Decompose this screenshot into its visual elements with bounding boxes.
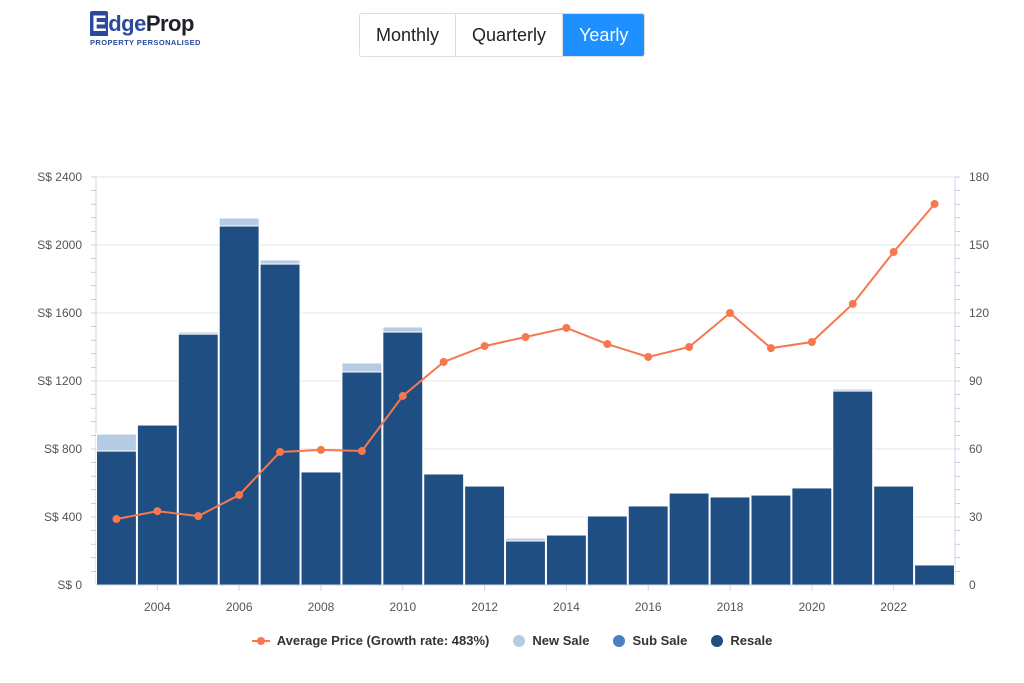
bar-new-sale	[832, 388, 874, 392]
average-price-point	[562, 323, 571, 332]
x-tick-label: 2014	[553, 600, 580, 614]
bar-new-sale	[177, 331, 219, 335]
bar-resale	[505, 540, 546, 586]
average-price-point	[276, 447, 285, 456]
logo-dge: dge	[108, 11, 146, 36]
left-tick-label: S$ 1600	[37, 306, 82, 320]
right-tick-label: 120	[969, 306, 989, 320]
x-tick-label: 2010	[389, 600, 416, 614]
tab-yearly[interactable]: Yearly	[563, 14, 645, 56]
average-price-point	[398, 391, 407, 400]
legend-label: New Sale	[532, 633, 590, 648]
right-tick-label: 90	[969, 374, 983, 388]
left-tick-label: S$ 2400	[37, 170, 82, 184]
legend-label: Average Price (Growth rate: 483%)	[276, 633, 490, 648]
bar-resale	[832, 390, 874, 586]
line-marker-icon	[251, 636, 270, 645]
bar-resale	[873, 485, 915, 586]
average-price-point	[480, 342, 489, 351]
bar-new-sale	[259, 259, 301, 265]
bar-resale	[709, 496, 751, 586]
period-toggle: Monthly Quarterly Yearly	[359, 13, 646, 57]
logo-tagline: PROPERTY PERSONALISED	[90, 38, 201, 47]
logo-prop: Prop	[145, 11, 195, 36]
average-price-point	[439, 357, 448, 366]
average-price-point	[848, 299, 857, 308]
left-tick-label: S$ 2000	[37, 238, 82, 252]
x-tick-label: 2012	[471, 600, 498, 614]
bar-resale	[259, 263, 301, 586]
average-price-point	[521, 333, 530, 342]
x-tick-label: 2022	[880, 600, 907, 614]
legend-sub-sale[interactable]: Sub Sale	[613, 633, 687, 648]
bar-resale	[464, 485, 506, 586]
right-tick-label: 30	[969, 510, 983, 524]
dot-icon	[513, 634, 526, 647]
x-tick-label: 2018	[717, 600, 744, 614]
average-price-point	[316, 445, 325, 454]
bar-resale	[423, 473, 465, 586]
bar-resale	[218, 225, 260, 586]
average-price-point	[766, 344, 775, 353]
bar-resale	[914, 564, 955, 586]
average-price-point	[930, 199, 939, 208]
bar-new-sale	[218, 217, 260, 227]
dot-icon	[613, 634, 626, 647]
average-price-point	[889, 248, 898, 257]
x-tick-label: 2004	[144, 600, 171, 614]
left-tick-label: S$ 1200	[37, 374, 82, 388]
average-price-point	[726, 309, 735, 317]
logo-e: E	[90, 11, 109, 36]
right-tick-label: 180	[969, 170, 989, 184]
x-tick-label: 2006	[226, 600, 253, 614]
x-tick-label: 2020	[798, 600, 825, 614]
bar-resale	[668, 492, 710, 586]
tab-monthly[interactable]: Monthly	[360, 14, 457, 56]
tab-quarterly[interactable]: Quarterly	[456, 14, 564, 56]
bar-resale	[627, 505, 669, 586]
left-tick-label: S$ 0	[57, 578, 82, 592]
average-price-point	[603, 340, 612, 349]
x-tick-label: 2008	[308, 600, 335, 614]
edgeprop-logo[interactable]: EdgeProp PROPERTY PERSONALISED	[90, 11, 201, 47]
legend-new-sale[interactable]: New Sale	[513, 633, 589, 648]
average-price-point	[357, 447, 366, 456]
dot-icon	[711, 634, 724, 647]
average-price-point	[685, 343, 694, 351]
bar-resale	[750, 494, 792, 586]
right-tick-label: 150	[969, 238, 989, 252]
bar-resale	[300, 471, 342, 586]
average-price-point	[153, 507, 162, 516]
right-tick-label: 60	[969, 442, 983, 456]
average-price-point	[644, 352, 653, 361]
bar-resale	[136, 424, 178, 586]
bar-resale	[382, 331, 424, 586]
right-tick-label: 0	[969, 578, 976, 592]
bar-resale	[545, 534, 587, 586]
average-price-point	[807, 338, 816, 347]
bar-resale	[586, 515, 628, 586]
legend-label: Sub Sale	[632, 633, 688, 648]
bar-resale	[177, 333, 219, 586]
average-price-point	[112, 515, 121, 524]
left-tick-label: S$ 400	[44, 510, 82, 524]
bar-new-sale	[96, 433, 137, 452]
bar-new-sale	[382, 326, 424, 333]
legend-average-price[interactable]: Average Price (Growth rate: 483%)	[251, 633, 490, 648]
bar-new-sale	[505, 537, 546, 542]
average-price-point	[194, 512, 203, 521]
bar-resale	[341, 371, 383, 586]
legend: Average Price (Growth rate: 483%) New Sa…	[0, 633, 1024, 648]
bar-resale	[791, 487, 833, 586]
legend-label: Resale	[730, 633, 773, 648]
left-tick-label: S$ 800	[44, 442, 82, 456]
bar-new-sale	[341, 362, 383, 373]
average-price-point	[235, 491, 244, 500]
x-tick-label: 2016	[635, 600, 662, 614]
legend-resale[interactable]: Resale	[711, 633, 772, 648]
